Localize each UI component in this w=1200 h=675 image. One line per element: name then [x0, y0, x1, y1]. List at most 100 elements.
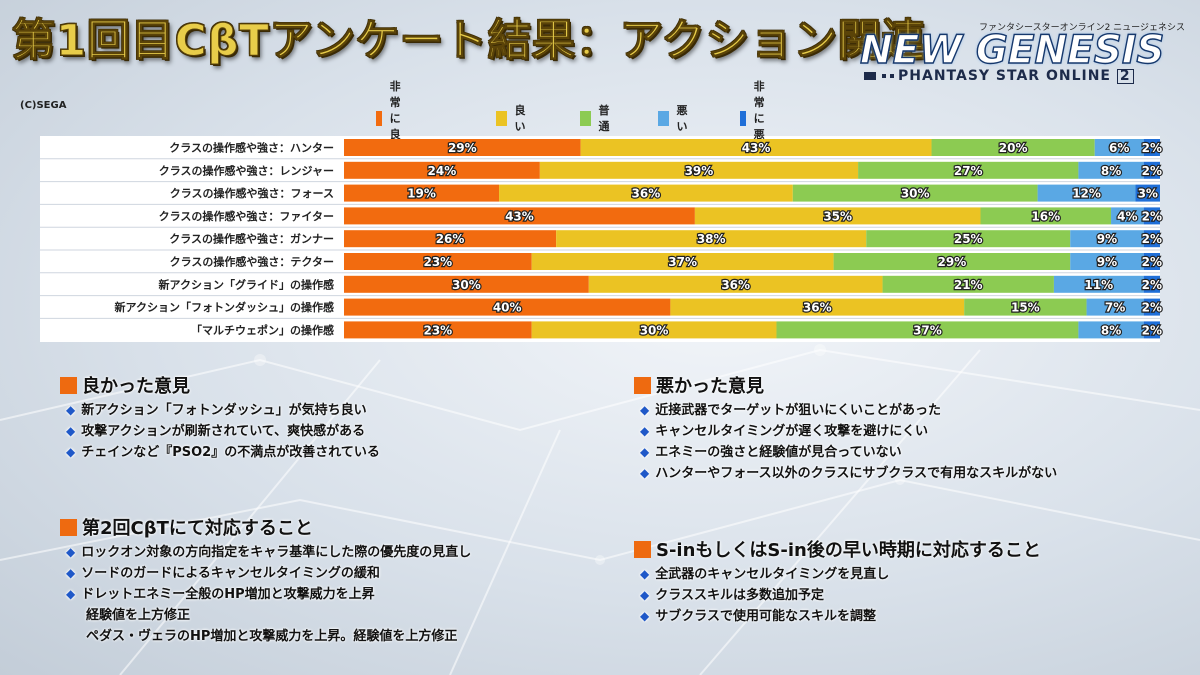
diamond-bullet-icon: ◆: [640, 567, 650, 581]
bar-segment: [792, 184, 1038, 202]
legend-label: 普通: [598, 104, 610, 133]
copyright-notice: (C)SEGA: [20, 100, 67, 111]
section-heading-text: 第2回CβTにて対応すること: [82, 518, 313, 539]
list-item-text: チェインなど『PSO2』の不満点が改善されている: [81, 445, 380, 460]
diamond-bullet-icon: ◆: [640, 588, 650, 602]
bar-segment: [1070, 230, 1144, 248]
data-label: 2%: [1142, 301, 1162, 315]
legend-swatch: [658, 110, 669, 126]
data-label: 26%: [436, 232, 465, 246]
list-item: ◆ 攻撃アクションが刷新されていて、爽快感がある: [66, 421, 380, 442]
logo-subtitle: ファンタシースターオンライン2 ニュージェネシス: [979, 23, 1185, 33]
diamond-bullet-icon: ◆: [640, 424, 650, 438]
list-item: ◆ 近接武器でターゲットが狙いにくいことがあった: [640, 400, 1057, 421]
data-label: 9%: [1097, 255, 1117, 269]
data-label: 40%: [493, 301, 522, 315]
data-label: 8%: [1101, 323, 1121, 337]
page-title: 第1回目CβTアンケート結果：アクション関連: [12, 16, 926, 67]
data-label: 23%: [423, 323, 452, 337]
bar-segment: [1070, 253, 1144, 270]
bar-segment: [499, 184, 793, 202]
legend-swatch: [376, 110, 382, 126]
bar-segment: [1094, 139, 1144, 156]
data-label: 25%: [954, 232, 983, 246]
section-heading-text: 良かった意見: [82, 376, 190, 397]
data-label: 2%: [1142, 164, 1162, 178]
bar-segment: [1143, 253, 1160, 270]
data-label: 39%: [685, 164, 714, 178]
list-item: ◆ 新アクション「フォトンダッシュ」が気持ち良い: [66, 400, 380, 421]
diamond-bullet-icon: ◆: [640, 609, 650, 623]
data-label: 4%: [1117, 209, 1137, 223]
list-item-text: 攻撃アクションが刷新されていて、爽快感がある: [81, 424, 366, 439]
data-label: 7%: [1105, 301, 1125, 315]
legend-swatch: [496, 110, 507, 126]
bar-segment: [1143, 161, 1160, 179]
list-item: ◆ エネミーの強さと経験値が見合っていない: [640, 442, 1057, 463]
legend-item: 良い: [496, 104, 530, 133]
diamond-bullet-icon: ◆: [640, 445, 650, 459]
data-label: 9%: [1097, 232, 1117, 246]
logo-series-name: PHANTASY STAR ONLINE: [898, 68, 1111, 84]
data-label: 2%: [1142, 141, 1162, 155]
data-label: 2%: [1142, 255, 1162, 269]
sin-actions-list: ◆ 全武器のキャンセルタイミングを見直し ◆ クラススキルは多数追加予定 ◆ サブクラ…: [640, 564, 889, 627]
bar-segment: [344, 161, 540, 179]
bar-segment: [344, 139, 581, 156]
list-item-text: ドレットエネミー全般のHP増加と攻撃威力を上昇: [81, 587, 375, 602]
diamond-bullet-icon: ◆: [66, 566, 76, 580]
category-label: クラスの操作感や強さ：テクター: [170, 255, 334, 269]
data-label: 27%: [954, 164, 983, 178]
bar-segment: [1143, 230, 1160, 248]
data-label: 36%: [721, 278, 750, 292]
list-item: ◆ ロックオン対象の方向指定をキャラ基準にした際の優先度の見直し: [66, 542, 471, 563]
bar-segment: [1086, 298, 1144, 316]
legend-swatch: [740, 110, 746, 126]
legend-item: 普通: [580, 104, 614, 133]
list-item-continuation: 経験値を上方修正: [86, 608, 191, 623]
list-item: ◆ ソードのガードによるキャンセルタイミングの緩和: [66, 563, 471, 584]
logo-dot-decoration: [890, 74, 894, 78]
bad-comments-list: ◆ 近接武器でターゲットが狙いにくいことがあった ◆ キャンセルタイミングが遅く攻撃…: [640, 400, 1057, 484]
section-heading-cbt2: 第2回CβTにて対応すること: [60, 514, 313, 540]
bar-segment: [344, 207, 695, 225]
diamond-bullet-icon: ◆: [640, 403, 650, 417]
data-label: 43%: [742, 141, 771, 155]
logo-main-text: NEW GENESIS: [859, 27, 1165, 73]
bar-segment: [1111, 207, 1144, 225]
list-item: ◆ サブクラスで使用可能なスキルを調整: [640, 606, 889, 627]
heading-square-icon: [634, 377, 651, 394]
list-item-text: ハンターやフォース以外のクラスにサブクラスで有用なスキルがない: [655, 466, 1058, 481]
data-label: 29%: [448, 141, 477, 155]
list-item-text: ソードのガードによるキャンセルタイミングの緩和: [81, 566, 380, 581]
data-label: 16%: [1031, 209, 1060, 223]
category-label: クラスの操作感や強さ：ガンナー: [169, 232, 334, 246]
data-label: 2%: [1142, 278, 1162, 292]
list-item-text: 近接武器でターゲットが狙いにくいことがあった: [655, 403, 941, 418]
diamond-bullet-icon: ◆: [66, 445, 76, 459]
list-item-text: サブクラスで使用可能なスキルを調整: [655, 609, 876, 624]
list-item: ◆ 全武器のキャンセルタイミングを見直し: [640, 564, 889, 585]
bar-segment: [866, 230, 1071, 248]
bar-segment: [1143, 275, 1160, 293]
category-label: 新アクション「グライド」の操作感: [159, 277, 334, 291]
diamond-bullet-icon: ◆: [66, 424, 76, 438]
logo-series-text: PHANTASY STAR ONLINE 2: [898, 68, 1134, 84]
bar-segment: [344, 321, 532, 339]
bar-segment: [588, 275, 883, 293]
data-label: 8%: [1101, 164, 1121, 178]
data-label: 23%: [423, 255, 452, 269]
data-label: 30%: [901, 187, 930, 201]
bar-segment: [776, 321, 1079, 339]
data-label: 36%: [803, 301, 832, 315]
diamond-bullet-icon: ◆: [66, 587, 76, 601]
bar-segment: [344, 184, 500, 202]
bar-segment: [1143, 139, 1160, 156]
section-heading-sin: S-inもしくはS-in後の早い時期に対応すること: [634, 536, 1041, 562]
bar-segment: [858, 161, 1079, 179]
bar-segment: [1078, 161, 1144, 179]
bar-segment: [580, 139, 932, 156]
list-item: ◆ ハンターやフォース以外のクラスにサブクラスで有用なスキルがない: [640, 463, 1057, 484]
data-label: 20%: [999, 141, 1028, 155]
game-logo: ファンタシースターオンライン2 ニュージェネシス NEW GENESIS PHA…: [859, 20, 1185, 84]
